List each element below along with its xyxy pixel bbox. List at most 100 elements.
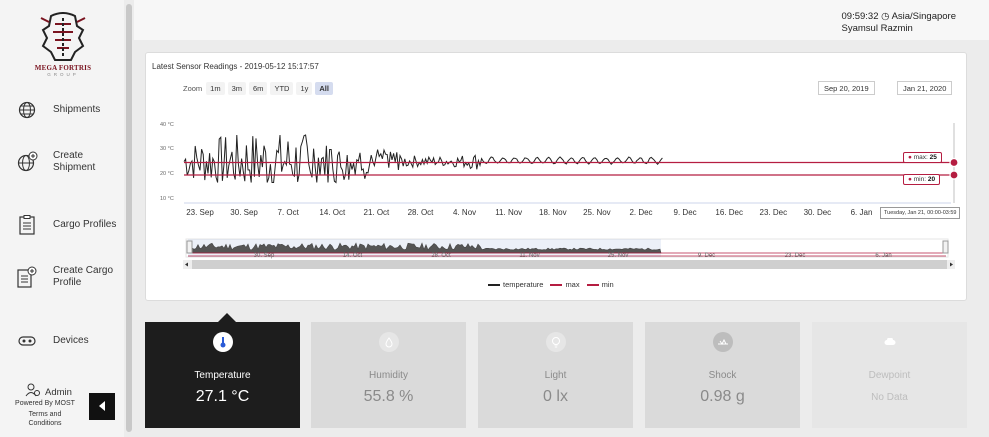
sidebar: MEGA FORTRIS GROUP Shipments Create Ship… bbox=[0, 0, 124, 437]
x-tick-label: 6. Jan bbox=[850, 208, 873, 217]
navigator-label: 6. Jan bbox=[875, 253, 891, 259]
tile-label: Light bbox=[544, 370, 567, 381]
collapse-sidebar-button[interactable] bbox=[89, 393, 115, 420]
tile-light[interactable]: Light 0 lx bbox=[478, 322, 633, 428]
session-info: 09:59:32 ◷ Asia/Singapore Syamsul Razmin bbox=[842, 11, 956, 35]
zoom-label: Zoom bbox=[183, 84, 203, 93]
min-tip-value: 20 bbox=[927, 176, 936, 183]
y-tick-20: 20 °C bbox=[160, 171, 174, 177]
navigator-handle-left[interactable] bbox=[186, 240, 193, 254]
sidebar-item-label: Shipments bbox=[53, 104, 101, 115]
tile-temperature[interactable]: Temperature 27.1 °C bbox=[145, 313, 300, 428]
x-tick-label: 4. Nov bbox=[453, 208, 477, 217]
brand-sub: GROUP bbox=[47, 72, 79, 77]
chart-card-title: Latest Sensor Readings - 2019-05-12 15:1… bbox=[152, 62, 319, 71]
temperature-chart[interactable]: 30. Sep 14. Oct 28. Oct 11. Nov 25. Nov 9. De… bbox=[146, 53, 968, 302]
legend-item-max[interactable]: max bbox=[550, 280, 580, 289]
sidebar-item-label: Create Cargo Profile bbox=[53, 265, 114, 288]
sidebar-item-label: Create Shipment bbox=[53, 150, 96, 173]
zoom-option-ytd[interactable]: YTD bbox=[270, 82, 294, 95]
tile-value: 0 lx bbox=[543, 388, 568, 405]
droplet-icon bbox=[378, 332, 399, 352]
tile-value: 27.1 °C bbox=[195, 388, 250, 405]
tile-label: Temperature bbox=[194, 370, 251, 381]
x-tick-label: 23. Dec bbox=[759, 208, 788, 217]
tile-value: 55.8 % bbox=[363, 388, 414, 405]
date-tooltip: Tuesday, Jan 21, 00:00-03:59 bbox=[880, 207, 961, 219]
bulb-icon bbox=[545, 332, 566, 352]
active-notch bbox=[218, 313, 236, 322]
zoom-option-3m[interactable]: 3m bbox=[227, 82, 247, 95]
tile-value: No Data bbox=[871, 392, 908, 403]
scroll-right-icon[interactable] bbox=[950, 262, 953, 267]
legend-label: temperature bbox=[503, 280, 544, 289]
thermometer-icon bbox=[212, 332, 233, 352]
sidebar-item-cargo-profiles[interactable]: Cargo Profiles bbox=[0, 215, 124, 235]
clock-icon: ◷ bbox=[881, 11, 890, 22]
logo-mark-icon bbox=[40, 12, 86, 61]
powered-by: Powered By MOST Terms and Conditions bbox=[2, 399, 88, 428]
sidebar-item-create-cargo-profile[interactable]: Create Cargo Profile bbox=[0, 265, 124, 289]
admin-icon bbox=[25, 383, 41, 402]
caret-left-icon bbox=[98, 398, 106, 416]
tile-shock[interactable]: Shock 0.98 g bbox=[645, 322, 800, 428]
min-value-tooltip: ● min: 20 bbox=[903, 174, 941, 185]
max-tip-label: max: bbox=[913, 154, 928, 161]
globe-plus-icon bbox=[0, 151, 53, 173]
zoom-selector: Zoom 1m 3m 6m YTD 1y All bbox=[182, 82, 333, 95]
admin-link[interactable]: Admin bbox=[25, 383, 72, 402]
legend-label: min bbox=[601, 280, 614, 289]
legend-item-temperature[interactable]: temperature bbox=[488, 280, 543, 289]
legend-item-min[interactable]: min bbox=[586, 280, 614, 289]
globe-icon bbox=[0, 101, 53, 119]
date-from-input[interactable]: Sep 20, 2019 bbox=[818, 81, 875, 95]
cloud-icon bbox=[880, 332, 900, 352]
timezone: Asia/Singapore bbox=[891, 11, 956, 22]
x-tick-label: 28. Oct bbox=[407, 208, 434, 217]
navigator-scrollbar-thumb[interactable] bbox=[192, 260, 947, 269]
y-tick-30: 30 °C bbox=[160, 146, 174, 152]
zoom-option-6m[interactable]: 6m bbox=[249, 82, 268, 95]
y-tick-40: 40 °C bbox=[160, 122, 174, 128]
sidebar-scrollbar[interactable] bbox=[126, 4, 132, 432]
tile-humidity[interactable]: Humidity 55.8 % bbox=[311, 322, 466, 428]
max-value-tooltip: ● max: 25 bbox=[903, 152, 942, 163]
sidebar-item-label: Devices bbox=[53, 335, 89, 346]
tooltip-dot-icon: ● bbox=[908, 176, 912, 183]
x-tick-label: 14. Oct bbox=[319, 208, 346, 217]
y-tick-10: 10 °C bbox=[160, 196, 174, 202]
company-logo[interactable]: MEGA FORTRIS GROUP bbox=[25, 12, 101, 82]
sidebar-item-create-shipment[interactable]: Create Shipment bbox=[0, 150, 124, 174]
sidebar-item-shipments[interactable]: Shipments bbox=[0, 101, 124, 119]
navigator-handle-right[interactable] bbox=[942, 240, 949, 254]
navigator-series-area bbox=[187, 242, 662, 254]
tile-label: Humidity bbox=[369, 370, 408, 381]
zoom-option-1m[interactable]: 1m bbox=[206, 82, 225, 95]
date-to-input[interactable]: Jan 21, 2020 bbox=[897, 81, 953, 95]
zoom-option-1y[interactable]: 1y bbox=[296, 82, 313, 95]
x-tick-label: 2. Dec bbox=[629, 208, 653, 217]
navigator-label: 25. Nov bbox=[608, 253, 629, 259]
scroll-left-icon[interactable] bbox=[185, 262, 188, 267]
user-name[interactable]: Syamsul Razmin bbox=[841, 23, 913, 34]
series-min-marker[interactable] bbox=[949, 170, 959, 180]
navigator-label: 14. Oct bbox=[343, 253, 363, 259]
max-tip-value: 25 bbox=[929, 154, 937, 161]
sidebar-item-devices[interactable]: Devices bbox=[0, 335, 124, 347]
zoom-option-all[interactable]: All bbox=[315, 82, 333, 95]
x-tick-label: 23. Sep bbox=[186, 208, 214, 217]
navigator-labels: 30. Sep 14. Oct 28. Oct 11. Nov 25. Nov 9. De… bbox=[254, 253, 892, 259]
admin-label: Admin bbox=[45, 387, 72, 398]
x-tick-label: 25. Nov bbox=[583, 208, 611, 217]
x-tick-label: 7. Oct bbox=[277, 208, 299, 217]
clipboard-plus-icon bbox=[0, 266, 53, 288]
powered-by-text: Powered By MOST bbox=[15, 400, 75, 407]
tile-dewpoint[interactable]: Dewpoint No Data bbox=[812, 322, 967, 428]
x-tick-label: 9. Dec bbox=[673, 208, 697, 217]
terms-link[interactable]: Terms and Conditions bbox=[28, 411, 62, 427]
navigator-label: 9. Dec bbox=[698, 253, 715, 259]
navigator-label: 11. Nov bbox=[519, 253, 539, 259]
series-max-marker[interactable] bbox=[949, 157, 959, 168]
x-tick-label: 16. Dec bbox=[715, 208, 743, 217]
navigator-label: 30. Sep bbox=[254, 253, 275, 259]
